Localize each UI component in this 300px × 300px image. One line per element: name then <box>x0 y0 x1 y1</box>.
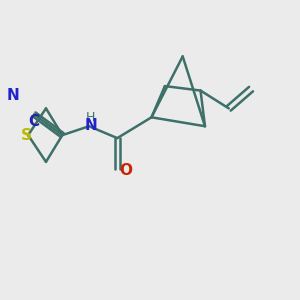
Text: N: N <box>84 118 97 133</box>
Text: H: H <box>86 111 95 124</box>
Text: N: N <box>7 88 20 103</box>
Text: C: C <box>28 114 40 129</box>
Text: O: O <box>119 163 132 178</box>
Text: S: S <box>21 128 32 142</box>
